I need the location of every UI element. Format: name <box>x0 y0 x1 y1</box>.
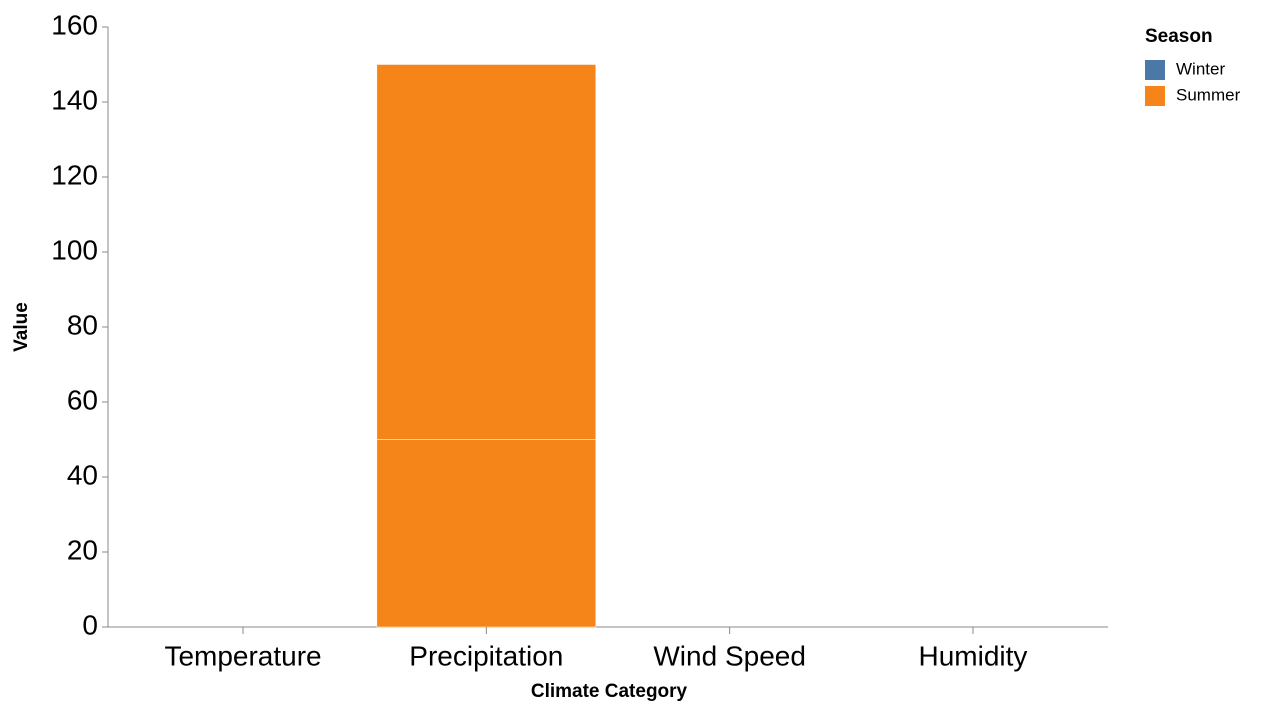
y-tick-label: 60 <box>67 384 98 415</box>
legend-label: Summer <box>1176 85 1241 104</box>
y-tick-label: 80 <box>67 309 98 340</box>
y-tick-label: 160 <box>51 9 98 40</box>
y-tick-label: 120 <box>51 159 98 190</box>
y-tick-label: 100 <box>51 234 98 265</box>
legend-swatch <box>1145 86 1165 106</box>
legend-title: Season <box>1145 26 1213 47</box>
y-tick-label: 140 <box>51 84 98 115</box>
y-tick-label: 0 <box>82 609 98 640</box>
y-tick-label: 40 <box>67 459 98 490</box>
x-tick-label: Wind Speed <box>653 640 806 671</box>
x-tick-label: Humidity <box>919 640 1028 671</box>
y-tick-label: 20 <box>67 534 98 565</box>
x-tick-label: Temperature <box>164 640 321 671</box>
x-axis-title: Climate Category <box>531 681 688 702</box>
y-axis-title: Value <box>11 302 32 352</box>
bar-segment <box>376 64 597 440</box>
bar-segment <box>376 439 597 628</box>
legend-swatch <box>1145 60 1165 80</box>
legend-label: Winter <box>1176 59 1225 78</box>
x-tick-label: Precipitation <box>409 640 563 671</box>
